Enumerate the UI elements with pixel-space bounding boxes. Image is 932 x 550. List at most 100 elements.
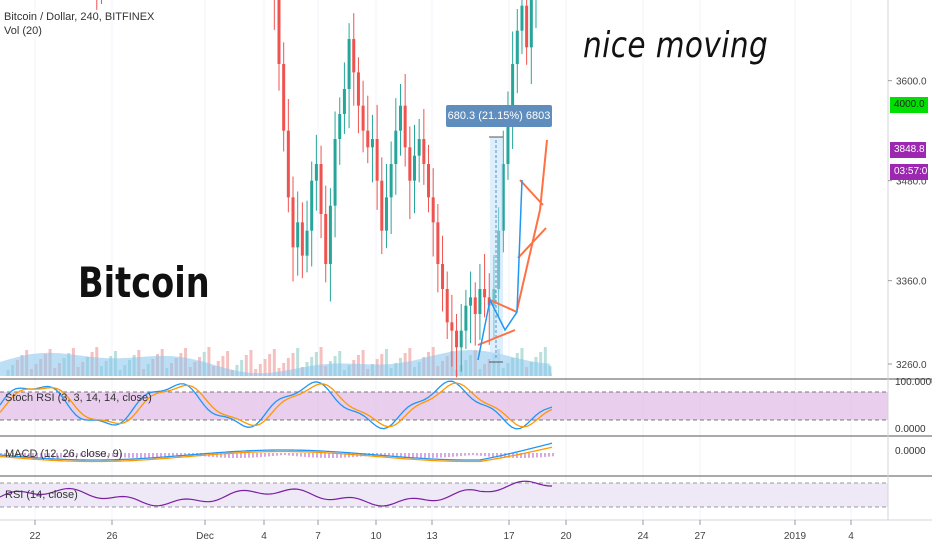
candle-body xyxy=(333,139,337,206)
candle-body xyxy=(394,130,398,165)
macd-histogram-bar xyxy=(260,453,262,458)
rsi-label: RSI (14, close) xyxy=(5,489,78,501)
macd-histogram-bar xyxy=(516,453,518,458)
macd-histogram-bar xyxy=(300,453,302,457)
macd-histogram-bar xyxy=(240,453,242,458)
trend-line xyxy=(516,209,541,311)
macd-histogram-bar xyxy=(256,453,258,458)
candle-body xyxy=(300,222,304,256)
macd-histogram-bar xyxy=(108,453,110,457)
x-tick-label: 13 xyxy=(426,531,438,542)
macd-histogram-bar xyxy=(400,453,402,458)
macd-histogram-bar xyxy=(32,453,34,458)
macd-histogram-bar xyxy=(104,453,106,456)
trend-line xyxy=(477,329,516,346)
macd-histogram-bar xyxy=(172,453,174,457)
candle-body xyxy=(427,164,431,198)
wave-path xyxy=(477,179,523,361)
volume-bar xyxy=(244,355,248,376)
candle-body xyxy=(436,222,440,265)
macd-histogram-bar xyxy=(144,453,146,458)
macd-histogram-bar xyxy=(484,453,486,457)
macd-histogram-bar xyxy=(396,453,398,457)
macd-label: MACD (12, 26, close, 9) xyxy=(5,448,123,460)
candle-body xyxy=(296,222,300,248)
macd-histogram-bar xyxy=(8,453,10,456)
candle-body xyxy=(314,164,318,181)
macd-histogram-bar xyxy=(100,453,102,456)
macd-histogram-bar xyxy=(472,453,474,456)
x-tick-label: 20 xyxy=(560,531,572,542)
volume-bar xyxy=(258,364,262,376)
macd-zero-tick: 0.0000 xyxy=(895,446,926,457)
candle-body xyxy=(417,139,421,156)
macd-histogram-bar xyxy=(536,453,538,458)
macd-histogram-bar xyxy=(460,453,462,457)
macd-histogram-bar xyxy=(444,453,446,458)
macd-histogram-bar xyxy=(312,453,314,458)
macd-histogram-bar xyxy=(224,453,226,458)
macd-histogram-bar xyxy=(132,453,134,458)
macd-histogram-bar xyxy=(332,453,334,458)
macd-histogram-bar xyxy=(40,453,42,458)
macd-histogram-bar xyxy=(456,453,458,457)
macd-histogram-bar xyxy=(84,453,86,457)
candle-body xyxy=(370,139,374,148)
macd-histogram-bar xyxy=(64,453,66,458)
last-price-label: 3848.8 xyxy=(890,142,926,158)
macd-histogram-bar xyxy=(316,453,318,458)
macd-histogram-bar xyxy=(4,453,6,456)
candle-body xyxy=(328,205,332,265)
x-tick-label: 10 xyxy=(370,531,382,542)
volume-bar xyxy=(361,350,365,376)
macd-histogram-bar xyxy=(480,453,482,456)
macd-histogram-bar xyxy=(496,453,498,458)
bitcoin-logo-text: Bitcoin xyxy=(78,258,210,307)
macd-histogram-bar xyxy=(380,453,382,456)
stoch-k-line xyxy=(0,380,553,430)
macd-histogram-bar xyxy=(520,453,522,458)
macd-histogram-bar xyxy=(540,453,542,458)
macd-histogram-bar xyxy=(156,453,158,458)
macd-histogram-bar xyxy=(420,453,422,458)
candle-body xyxy=(473,297,477,315)
macd-histogram-bar xyxy=(276,453,278,456)
macd-histogram-bar xyxy=(244,453,246,458)
candle-body xyxy=(469,297,473,306)
macd-histogram-bar xyxy=(216,453,218,458)
volume-bar xyxy=(314,352,318,376)
symbol-header: Bitcoin / Dollar, 240, BITFINEX Vol (20) xyxy=(4,10,154,38)
candle-body xyxy=(441,264,445,290)
symbol-title: Bitcoin / Dollar, 240, BITFINEX xyxy=(4,11,155,23)
volume-bar xyxy=(235,365,239,376)
macd-histogram-bar xyxy=(404,453,406,458)
candle-body xyxy=(375,139,379,181)
y-tick-label: 3360.0 xyxy=(896,277,927,288)
stoch-top-tick: 100.0000 xyxy=(895,377,932,388)
trend-line xyxy=(519,179,544,206)
macd-histogram-bar xyxy=(416,453,418,458)
candle-body xyxy=(511,64,515,115)
macd-histogram-bar xyxy=(168,453,170,457)
candle-body xyxy=(398,105,402,131)
candle-body xyxy=(520,5,524,31)
x-tick-label: Dec xyxy=(196,531,214,542)
macd-histogram-bar xyxy=(88,453,90,456)
x-tick-label: 24 xyxy=(637,531,649,542)
macd-histogram-bar xyxy=(228,453,230,458)
macd-histogram-bar xyxy=(232,453,234,458)
candle-body xyxy=(310,180,314,231)
macd-histogram-bar xyxy=(20,453,22,457)
candle-body xyxy=(525,5,529,48)
candle-body xyxy=(445,289,449,323)
macd-line xyxy=(0,442,553,461)
candle-body xyxy=(403,105,407,148)
macd-histogram-bar xyxy=(288,453,290,456)
macd-histogram-bar xyxy=(280,453,282,456)
candle-body xyxy=(291,197,295,248)
macd-histogram-bar xyxy=(452,453,454,457)
candle-body xyxy=(431,197,435,223)
volume-bar xyxy=(543,347,547,376)
candle-body xyxy=(282,64,286,131)
